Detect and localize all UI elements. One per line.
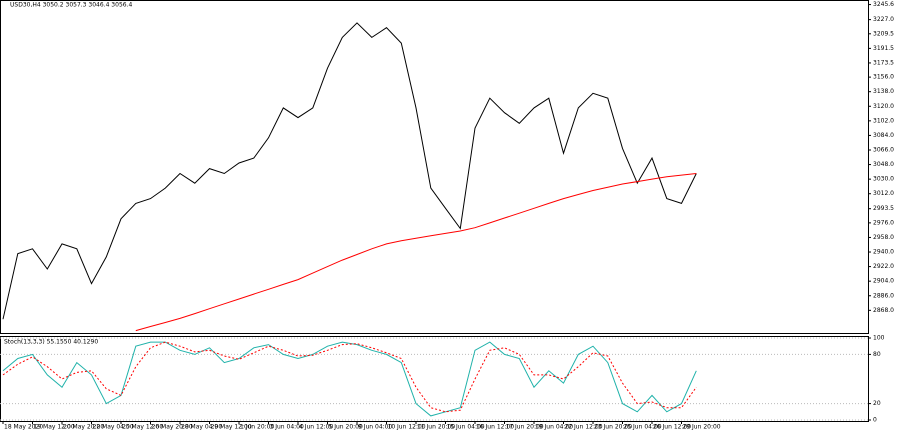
x-tick-label: 19 May 12:00 — [34, 424, 75, 431]
y-tick-label: 3048.0 — [873, 161, 894, 168]
y-tick-label: 20 — [873, 400, 881, 407]
y-tick-label: 3030.0 — [873, 176, 894, 183]
y-tick-label: 80 — [873, 351, 881, 358]
y-tick-label: 3156.0 — [873, 74, 894, 81]
y-tick-label: 3066.0 — [873, 146, 894, 153]
y-tick-label: 2868.0 — [873, 307, 894, 314]
x-tick-label: 23 Jun 20:00 — [594, 424, 632, 431]
y-tick-label: 3012.0 — [873, 190, 894, 197]
x-tick-label: 16 Jun 12:00 — [476, 424, 514, 431]
y-tick-label: 3084.0 — [873, 132, 894, 139]
y-tick-label: 3120.0 — [873, 103, 894, 110]
stoch-title: Stoch(13,3,3) 55.1550 40.1290 — [4, 339, 98, 346]
y-tick-label: 2922.0 — [873, 263, 894, 270]
x-tick-label: 22 May 04:00 — [93, 424, 134, 431]
y-tick-label: 3173.5 — [873, 59, 894, 66]
x-tick-label: 29 May 12:00 — [211, 424, 252, 431]
x-tick-label: 19 Jun 04:00 — [535, 424, 573, 431]
chart-title: USD30,H4 3050.2 3057.3 3046.4 3056.4 — [10, 2, 132, 9]
stoch-frame — [0, 336, 869, 422]
x-tick-label: 25 May 12:00 — [122, 424, 163, 431]
y-tick-label: 2976.0 — [873, 219, 894, 226]
y-tick-label: 2940.0 — [873, 249, 894, 256]
x-tick-label: 20 May 20:00 — [63, 424, 104, 431]
x-tick-label: 26 Jun 12:00 — [653, 424, 691, 431]
x-tick-label: 10 Jun 12:00 — [388, 424, 426, 431]
y-tick-label: 2993.5 — [873, 205, 894, 212]
x-tick-label: 26 May 20:00 — [152, 424, 193, 431]
y-tick-label: 3191.5 — [873, 45, 894, 52]
y-tick-label: 2958.0 — [873, 234, 894, 241]
series-line — [2, 22, 697, 320]
x-tick-label: 9 Jun 04:00 — [358, 424, 392, 431]
x-tick-label: 25 Jun 04:00 — [624, 424, 662, 431]
y-tick-label: 3209.5 — [873, 30, 894, 37]
y-tick-label: 3227.0 — [873, 16, 894, 23]
x-tick-label: 1 Jun 20:00 — [240, 424, 274, 431]
y-tick-label: 3245.6 — [873, 1, 894, 8]
x-tick-label: 3 Jun 04:00 — [270, 424, 304, 431]
x-tick-label: 11 Jun 20:00 — [417, 424, 455, 431]
x-tick-label: 5 Jun 20:00 — [329, 424, 363, 431]
x-tick-label: 28 May 04:00 — [181, 424, 222, 431]
y-tick-label: 0 — [873, 417, 877, 424]
x-tick-label: 18 May 2020 — [4, 424, 43, 431]
x-tick-label: 4 Jun 12:00 — [299, 424, 333, 431]
series-line — [135, 173, 697, 332]
y-tick-label: 2904.0 — [873, 278, 894, 285]
x-tick-label: 29 Jun 20:00 — [683, 424, 721, 431]
series-line — [2, 341, 697, 417]
y-tick-label: 100 — [873, 335, 885, 342]
y-tick-label: 3102.0 — [873, 117, 894, 124]
x-tick-label: 17 Jun 20:00 — [506, 424, 544, 431]
x-tick-label: 22 Jun 12:00 — [565, 424, 603, 431]
series-line — [2, 341, 697, 413]
x-tick-label: 15 Jun 04:00 — [447, 424, 485, 431]
y-tick-label: 3138.0 — [873, 88, 894, 95]
y-tick-label: 2886.0 — [873, 292, 894, 299]
price-frame — [0, 0, 869, 334]
